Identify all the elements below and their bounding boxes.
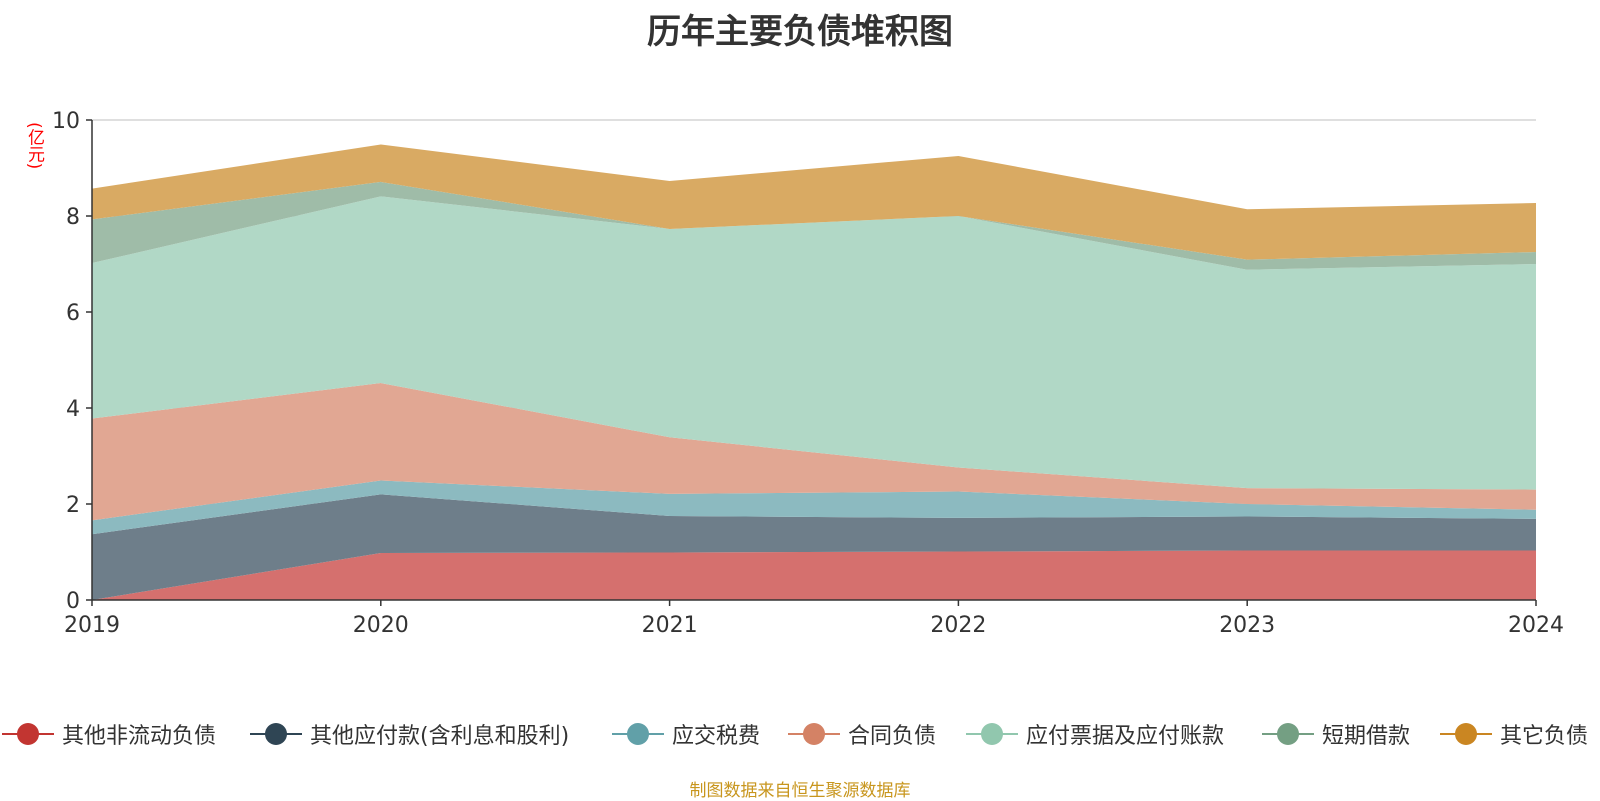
legend-marker-icon xyxy=(612,723,664,745)
stacked-area-chart: 0 2 4 6 8 10 2019 2020 2021 2022 2023 2024 xyxy=(52,109,1564,638)
legend-item-5[interactable]: 短期借款 xyxy=(1262,716,1410,752)
y-tick-label: 10 xyxy=(52,109,80,134)
legend-label: 其它负债 xyxy=(1500,724,1589,749)
legend-marker-icon xyxy=(1262,723,1314,745)
y-tick-label: 2 xyxy=(66,493,80,518)
y-tick-label: 6 xyxy=(66,301,80,326)
y-tick-label: 4 xyxy=(66,397,80,422)
chart-title: 历年主要负债堆积图 xyxy=(647,12,953,52)
x-tick-label: 2023 xyxy=(1219,613,1275,638)
legend-item-6[interactable]: 其它负债 xyxy=(1440,716,1588,752)
area-series-group xyxy=(92,144,1536,600)
legend-label: 应付票据及应付账款 xyxy=(1026,724,1225,749)
legend-item-4[interactable]: 应付票据及应付账款 xyxy=(966,716,1224,752)
legend-item-3[interactable]: 合同负债 xyxy=(788,716,936,752)
y-tick-label: 0 xyxy=(66,589,80,614)
legend-label: 短期借款 xyxy=(1322,724,1411,749)
data-source-note: 制图数据来自恒生聚源数据库 xyxy=(689,781,911,801)
x-tick-label: 2021 xyxy=(642,613,698,638)
legend-label: 其他应付款(含利息和股利) xyxy=(310,724,570,749)
legend-marker-icon xyxy=(250,723,302,745)
x-tick-label: 2024 xyxy=(1508,613,1564,638)
y-axis-unit-label: (亿元) xyxy=(24,122,44,170)
area-series-5 xyxy=(92,181,1536,270)
legend-marker-icon xyxy=(788,723,840,745)
area-series-4 xyxy=(92,196,1536,490)
area-series-1 xyxy=(92,494,1536,600)
x-tick-label: 2022 xyxy=(930,613,986,638)
legend: 其他非流动负债 其他应付款(含利息和股利) 应交税费 合同负债 应付票据及应付账款 短期借… xyxy=(0,716,1600,752)
axes: 0 2 4 6 8 10 2019 2020 2021 2022 2023 2024 xyxy=(52,109,1564,638)
x-tick-label: 2020 xyxy=(353,613,409,638)
area-series-0 xyxy=(92,550,1536,600)
y-tick-label: 8 xyxy=(66,205,80,230)
legend-item-1[interactable]: 其他应付款(含利息和股利) xyxy=(250,716,569,752)
legend-marker-icon xyxy=(2,723,54,745)
area-series-3 xyxy=(92,383,1536,521)
legend-item-0[interactable]: 其他非流动负债 xyxy=(2,716,216,752)
legend-label: 合同负债 xyxy=(848,724,937,749)
legend-item-2[interactable]: 应交税费 xyxy=(612,716,760,752)
legend-label: 应交税费 xyxy=(672,724,761,749)
legend-marker-icon xyxy=(1440,723,1492,745)
x-tick-label: 2019 xyxy=(64,613,120,638)
area-series-6 xyxy=(92,144,1536,260)
legend-label: 其他非流动负债 xyxy=(62,724,217,749)
area-series-2 xyxy=(92,480,1536,535)
legend-marker-icon xyxy=(966,723,1018,745)
